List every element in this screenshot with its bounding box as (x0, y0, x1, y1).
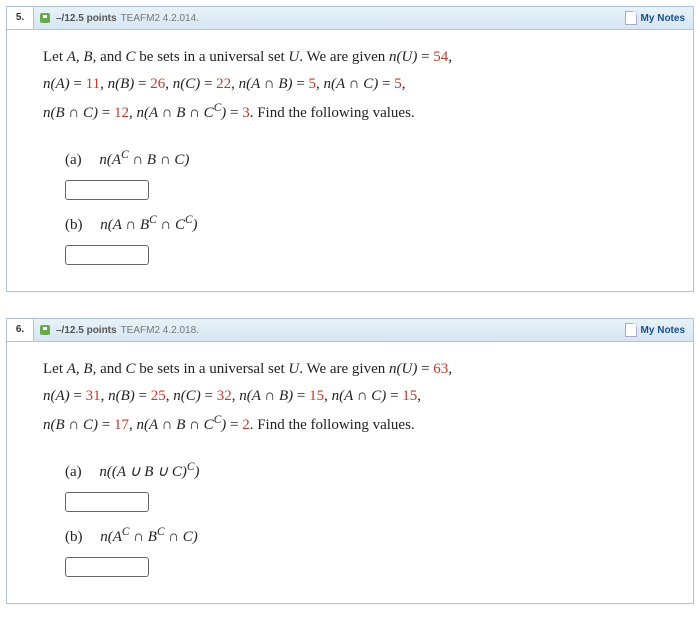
points-text: –/12.5 points (56, 13, 117, 24)
question-body: Let A, B, and C be sets in a universal s… (7, 30, 693, 291)
part: (b) n(A ∩ BC ∩ CC) (65, 210, 657, 265)
part-expression: n(AC ∩ BC ∩ C) (100, 529, 198, 545)
question-body: Let A, B, and C be sets in a universal s… (7, 342, 693, 603)
note-icon (625, 323, 637, 337)
my-notes-link[interactable]: My Notes (623, 323, 693, 337)
my-notes-link[interactable]: My Notes (623, 11, 693, 25)
note-icon (625, 11, 637, 25)
reference-text: TEAFM2 4.2.018. (121, 325, 199, 336)
part-label: (a) (65, 152, 82, 168)
question-header: 5. –/12.5 points TEAFM2 4.2.014. My Note… (7, 7, 693, 30)
answer-input[interactable] (65, 557, 149, 577)
question-card: 6. –/12.5 points TEAFM2 4.2.018. My Note… (6, 318, 694, 604)
question-number: 5. (7, 7, 34, 29)
answer-input[interactable] (65, 180, 149, 200)
question-header: 6. –/12.5 points TEAFM2 4.2.018. My Note… (7, 319, 693, 342)
points-text: –/12.5 points (56, 325, 117, 336)
part-label: (a) (65, 464, 82, 480)
expand-icon[interactable] (40, 13, 50, 23)
part-label: (b) (65, 529, 83, 545)
part: (a) n(AC ∩ B ∩ C) (65, 145, 657, 200)
part-expression: n(AC ∩ B ∩ C) (99, 152, 189, 168)
parts-list: (a) n(AC ∩ B ∩ C) (b) n(A ∩ BC ∩ CC) (43, 127, 657, 265)
question-number: 6. (7, 319, 34, 341)
parts-list: (a) n((A ∪ B ∪ C)C) (b) n(AC ∩ BC ∩ C) (43, 439, 657, 577)
part-expression: n(A ∩ BC ∩ CC) (100, 217, 197, 233)
part: (b) n(AC ∩ BC ∩ C) (65, 522, 657, 577)
question-card: 5. –/12.5 points TEAFM2 4.2.014. My Note… (6, 6, 694, 292)
part: (a) n((A ∪ B ∪ C)C) (65, 457, 657, 512)
part-expression: n((A ∪ B ∪ C)C) (99, 464, 199, 480)
answer-input[interactable] (65, 245, 149, 265)
part-label: (b) (65, 217, 83, 233)
expand-icon[interactable] (40, 325, 50, 335)
reference-text: TEAFM2 4.2.014. (121, 13, 199, 24)
problem-statement: Let A, B, and C be sets in a universal s… (43, 356, 657, 439)
answer-input[interactable] (65, 492, 149, 512)
problem-statement: Let A, B, and C be sets in a universal s… (43, 44, 657, 127)
